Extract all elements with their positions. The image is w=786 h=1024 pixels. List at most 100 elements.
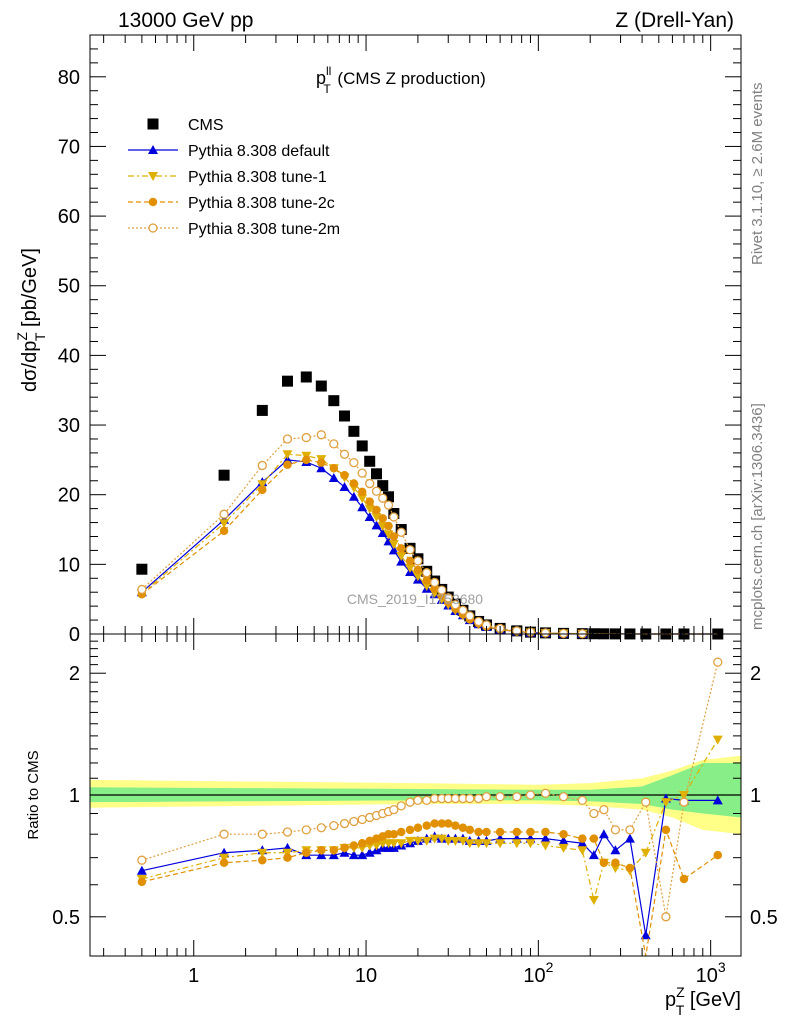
main-point: [283, 460, 292, 469]
main-point: [316, 430, 326, 440]
ratio-point: [540, 841, 551, 851]
ratio-point: [495, 839, 506, 849]
ratio-point: [679, 797, 689, 807]
ratio-point: [137, 855, 147, 865]
ratio-point: [396, 839, 407, 849]
xlabel-sub: T: [676, 1002, 685, 1018]
mcplots-label: mcplots.cern.ch [arXiv:1306.3436]: [749, 403, 766, 630]
main-point: [383, 500, 394, 510]
main-ylabel-sub: T: [32, 332, 48, 341]
main-point: [301, 432, 311, 443]
ratio-point: [599, 858, 609, 868]
main-point: [281, 375, 293, 387]
ratio-point: [365, 836, 374, 846]
ratio-point: [458, 823, 468, 832]
ratio-point: [451, 821, 460, 830]
ratio-point: [578, 834, 587, 843]
main-point: [413, 556, 423, 566]
main-y-tick-label: 0: [69, 624, 80, 646]
main-y-tick-label: 10: [58, 554, 80, 576]
ratio-point: [136, 865, 147, 875]
ratio-bands: [90, 755, 741, 835]
ratio-point: [641, 797, 651, 807]
main-point: [430, 584, 439, 593]
main-point: [384, 521, 393, 531]
ratio-y-tick-label: 1: [69, 785, 80, 807]
ratio-point: [640, 930, 651, 940]
main-point: [377, 480, 389, 492]
main-title-rest: (CMS Z production): [333, 69, 486, 88]
main-point: [348, 425, 360, 437]
ratio-point: [482, 827, 491, 837]
ratio-point: [219, 829, 229, 839]
ratio-point: [540, 833, 551, 843]
ratio-point: [396, 827, 406, 837]
legend-label: Pythia 8.308 tune-2c: [188, 195, 335, 212]
main-panel: 0 10 20 30 40 50 60 70 80 pll T (CMS Z production…: [14, 34, 742, 646]
ratio-point: [495, 827, 505, 837]
ratio-point: [624, 833, 635, 843]
ratio-point: [430, 819, 439, 828]
ratio-point: [473, 793, 484, 804]
main-point: [413, 565, 423, 575]
main-point: [328, 395, 340, 407]
ratio-point: [588, 896, 599, 906]
main-y-tick-label: 40: [58, 345, 80, 367]
ratio-point: [450, 793, 461, 804]
main-ylabel-a: dσ/dp: [19, 341, 41, 392]
ratio-point: [625, 825, 635, 835]
ratio-point: [357, 814, 367, 825]
main-point: [329, 439, 339, 449]
main-series: [137, 455, 718, 638]
ratio-point: [371, 841, 382, 851]
main-point: [137, 584, 147, 595]
ratio-point: [713, 657, 723, 667]
main-point: [136, 563, 148, 575]
main-point: [364, 455, 376, 467]
ratio-point: [396, 801, 406, 811]
main-series-line: [141, 453, 718, 635]
main-point: [219, 509, 229, 519]
main-y-tick-label: 80: [58, 67, 80, 89]
ratio-point: [412, 836, 423, 846]
ratio-point: [611, 858, 620, 868]
ratio-point: [429, 834, 440, 844]
x-tick-label-base: 10: [523, 965, 545, 987]
main-series: [136, 454, 718, 638]
ratio-series: [136, 735, 723, 906]
ratio-point: [464, 839, 475, 849]
main-point: [302, 455, 311, 465]
x-tick-label-base: 1: [188, 965, 199, 987]
main-point: [558, 628, 569, 639]
ratio-point: [610, 864, 621, 874]
main-point: [349, 479, 359, 488]
ratio-point: [219, 853, 230, 863]
ratio-point: [495, 792, 505, 802]
main-point: [422, 568, 432, 578]
ratio-y-tick-label-right: 0.5: [750, 907, 778, 929]
main-title-sup: ll: [326, 64, 331, 78]
x-tick-label: 10: [355, 965, 377, 987]
header-left: 13000 GeV pp: [118, 9, 253, 32]
main-point: [348, 491, 359, 501]
ratio-point: [473, 839, 484, 849]
main-ylabel: dσ/dpZ T [pb/GeV]: [14, 248, 48, 392]
main-point: [357, 502, 368, 512]
ratio-point: [481, 792, 492, 802]
main-point: [443, 593, 453, 603]
ratio-point: [588, 850, 599, 860]
main-point: [412, 572, 423, 582]
ratio-point: [339, 818, 350, 829]
main-point: [282, 450, 293, 460]
ratio-point: [713, 850, 723, 860]
ratio-point: [450, 836, 461, 846]
main-point: [328, 472, 339, 482]
main-point: [458, 605, 468, 615]
ratio-point: [443, 836, 454, 846]
ratio-point: [282, 848, 293, 858]
ratio-point: [283, 853, 292, 862]
main-point: [371, 468, 383, 480]
ratio-point: [599, 805, 609, 815]
ratio-point: [317, 846, 326, 855]
